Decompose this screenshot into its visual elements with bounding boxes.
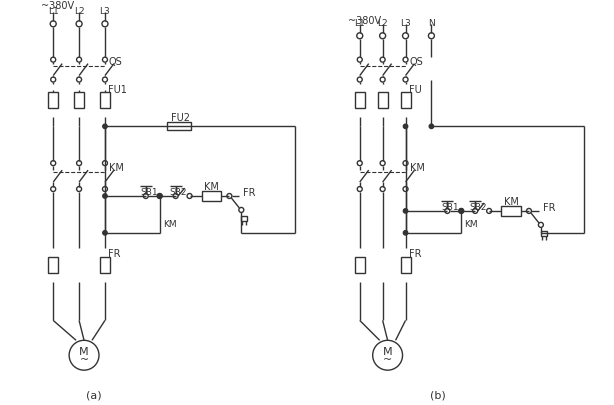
- Bar: [100, 257, 110, 273]
- Circle shape: [459, 209, 464, 213]
- Bar: [100, 92, 110, 109]
- Text: QS: QS: [410, 57, 423, 67]
- Text: FR: FR: [408, 249, 421, 259]
- Bar: [74, 92, 84, 109]
- Bar: [541, 231, 547, 236]
- Bar: [400, 92, 411, 109]
- Text: FU1: FU1: [108, 85, 127, 94]
- Text: (b): (b): [430, 390, 445, 400]
- Text: SB1: SB1: [140, 188, 158, 197]
- Text: KM: KM: [464, 220, 478, 229]
- Bar: [501, 206, 521, 216]
- Text: N: N: [428, 19, 435, 28]
- Circle shape: [158, 194, 162, 198]
- Text: L2: L2: [378, 19, 388, 28]
- Bar: [241, 216, 247, 222]
- Text: QS: QS: [109, 57, 123, 67]
- Text: SB2: SB2: [170, 188, 187, 197]
- Text: FU2: FU2: [171, 113, 190, 124]
- Text: FR: FR: [108, 249, 120, 259]
- Circle shape: [429, 124, 433, 128]
- Text: FU: FU: [408, 85, 421, 94]
- Text: L3: L3: [99, 7, 111, 16]
- Bar: [166, 122, 190, 130]
- Bar: [49, 257, 58, 273]
- Circle shape: [403, 230, 408, 235]
- Text: ~: ~: [383, 355, 392, 365]
- Bar: [400, 257, 411, 273]
- Text: L3: L3: [400, 19, 411, 28]
- Circle shape: [103, 194, 107, 198]
- Text: M: M: [383, 347, 392, 357]
- Bar: [201, 191, 222, 201]
- Text: (a): (a): [86, 390, 102, 400]
- Text: KM: KM: [163, 220, 176, 229]
- Text: SB2: SB2: [470, 203, 487, 212]
- Text: KM: KM: [410, 163, 424, 173]
- Text: FR: FR: [543, 203, 556, 213]
- Bar: [49, 92, 58, 109]
- Circle shape: [103, 124, 107, 128]
- Text: M: M: [79, 347, 89, 357]
- Text: KM: KM: [204, 182, 219, 192]
- Circle shape: [103, 230, 107, 235]
- Text: KM: KM: [109, 163, 124, 173]
- Text: L1: L1: [354, 19, 365, 28]
- Circle shape: [403, 124, 408, 128]
- Bar: [378, 92, 387, 109]
- Text: L2: L2: [74, 7, 84, 16]
- Text: ~380V: ~380V: [41, 1, 74, 11]
- Text: KM: KM: [503, 197, 518, 207]
- Text: ~: ~: [79, 355, 88, 365]
- Text: FR: FR: [243, 188, 256, 198]
- Text: ~380V: ~380V: [348, 16, 381, 26]
- Text: L1: L1: [48, 7, 58, 16]
- Bar: [355, 257, 365, 273]
- Circle shape: [403, 209, 408, 213]
- Text: SB1: SB1: [441, 203, 459, 212]
- Bar: [355, 92, 365, 109]
